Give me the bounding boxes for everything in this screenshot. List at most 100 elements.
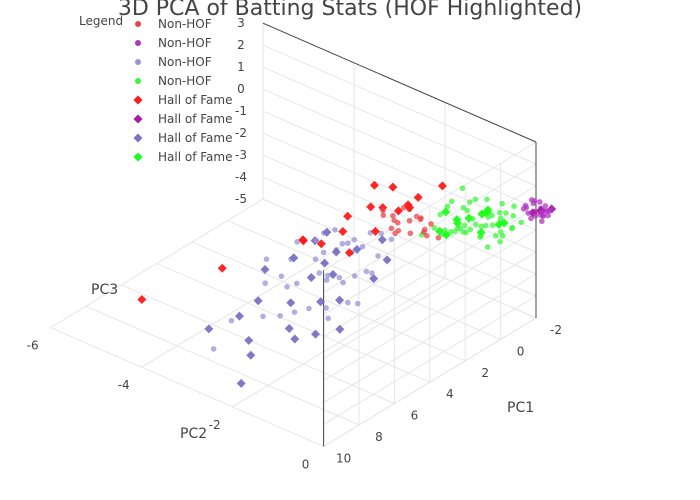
grid-line bbox=[192, 241, 466, 362]
non-hof-point-series-3 bbox=[472, 196, 479, 203]
non-hof-point-series-2 bbox=[312, 256, 319, 263]
hof-point-series-6 bbox=[382, 255, 392, 265]
non-hof-point-series-2 bbox=[323, 277, 330, 284]
non-hof-point-series-3 bbox=[518, 219, 525, 226]
legend-title: Legend bbox=[79, 14, 123, 28]
hof-point-series-6 bbox=[289, 253, 299, 263]
legend-item[interactable]: Non-HOF bbox=[135, 36, 212, 50]
grid-line bbox=[323, 185, 537, 315]
hof-point-series-4 bbox=[344, 248, 354, 258]
x-tick-label: 4 bbox=[446, 387, 454, 401]
non-hof-point-series-2 bbox=[262, 280, 269, 287]
non-hof-point-series-3 bbox=[484, 244, 491, 250]
non-hof-point-series-0 bbox=[380, 212, 387, 219]
hof-point-series-7 bbox=[441, 207, 451, 217]
data-points bbox=[137, 180, 557, 388]
hof-point-series-4 bbox=[343, 211, 353, 221]
hof-point-series-7 bbox=[494, 219, 504, 229]
grid-line bbox=[323, 295, 537, 425]
non-hof-point-series-2 bbox=[345, 299, 351, 306]
legend-item[interactable]: Non-HOF bbox=[135, 74, 212, 88]
grid-line bbox=[227, 220, 501, 340]
hof-point-series-7 bbox=[452, 215, 462, 225]
legend-diamond-icon bbox=[133, 152, 143, 162]
non-hof-point-series-1 bbox=[525, 210, 531, 216]
non-hof-point-series-2 bbox=[294, 280, 300, 287]
grid-line bbox=[323, 229, 537, 359]
hof-point-series-4 bbox=[369, 180, 379, 190]
hof-point-series-7 bbox=[483, 205, 493, 215]
non-hof-point-series-3 bbox=[484, 196, 490, 203]
z-axis-title: PC3 bbox=[91, 282, 118, 298]
non-hof-point-series-2 bbox=[210, 346, 217, 352]
legend-item[interactable]: Hall of Fame bbox=[133, 93, 233, 107]
hof-point-series-4 bbox=[217, 263, 227, 273]
non-hof-point-series-2 bbox=[363, 268, 370, 275]
non-hof-point-series-3 bbox=[510, 213, 517, 219]
hof-point-series-6 bbox=[306, 273, 316, 283]
y-axis-title: PC2 bbox=[180, 426, 207, 442]
hof-point-series-6 bbox=[234, 311, 244, 321]
legend-item[interactable]: Non-HOF bbox=[135, 17, 212, 31]
z-tick-label: 1 bbox=[237, 60, 245, 74]
grid-line bbox=[262, 66, 537, 187]
non-hof-point-series-1 bbox=[532, 213, 539, 219]
non-hof-point-series-3 bbox=[503, 210, 509, 216]
z-tick-label: -2 bbox=[235, 126, 247, 140]
hof-point-series-6 bbox=[244, 335, 254, 345]
legend-label: Non-HOF bbox=[158, 36, 212, 50]
grid-line bbox=[50, 327, 324, 447]
legend-item[interactable]: Hall of Fame bbox=[133, 131, 233, 145]
grid-line bbox=[262, 198, 537, 319]
non-hof-point-series-0 bbox=[423, 232, 430, 239]
non-hof-point-series-3 bbox=[455, 225, 461, 231]
legend-item[interactable]: Hall of Fame bbox=[133, 112, 233, 126]
non-hof-point-series-2 bbox=[291, 309, 298, 315]
hof-point-series-4 bbox=[403, 200, 413, 210]
hof-point-series-6 bbox=[352, 244, 362, 254]
non-hof-point-series-2 bbox=[351, 236, 358, 243]
legend-label: Hall of Fame bbox=[158, 131, 232, 145]
non-hof-point-series-2 bbox=[351, 273, 358, 279]
grid-line bbox=[262, 154, 537, 275]
non-hof-point-series-2 bbox=[369, 270, 375, 276]
grid-line bbox=[50, 198, 264, 329]
non-hof-point-series-0 bbox=[380, 207, 386, 214]
hof-point-series-6 bbox=[253, 296, 263, 306]
legend-label: Non-HOF bbox=[158, 74, 212, 88]
legend-diamond-icon bbox=[133, 95, 143, 105]
legend-label: Hall of Fame bbox=[158, 112, 232, 126]
legend-circle-icon bbox=[135, 21, 141, 27]
hof-point-series-6 bbox=[246, 350, 256, 360]
non-hof-point-series-2 bbox=[278, 273, 285, 280]
hof-point-series-6 bbox=[311, 329, 321, 339]
non-hof-point-series-1 bbox=[523, 204, 530, 211]
hof-point-series-6 bbox=[316, 297, 326, 307]
non-hof-point-series-3 bbox=[478, 223, 485, 230]
grid-line bbox=[121, 284, 395, 405]
non-hof-point-series-2 bbox=[336, 274, 343, 281]
grid-line bbox=[323, 273, 537, 403]
non-hof-point-series-3 bbox=[437, 211, 443, 218]
hof-point-series-6 bbox=[260, 265, 270, 275]
non-hof-point-series-2 bbox=[388, 236, 395, 243]
non-hof-point-series-3 bbox=[489, 222, 496, 228]
non-hof-point-series-1 bbox=[545, 208, 551, 214]
legend-item[interactable]: Non-HOF bbox=[135, 55, 212, 69]
y-tick-label: 0 bbox=[302, 457, 310, 471]
non-hof-point-series-3 bbox=[499, 200, 505, 207]
non-hof-point-series-2 bbox=[359, 243, 366, 250]
x-tick-label: 2 bbox=[481, 366, 489, 380]
non-hof-point-series-3 bbox=[511, 203, 517, 210]
z-tick-label: 3 bbox=[237, 16, 245, 30]
hof-point-series-6 bbox=[204, 324, 214, 334]
non-hof-point-series-2 bbox=[378, 230, 385, 237]
non-hof-point-series-3 bbox=[466, 199, 473, 205]
legend-item[interactable]: Hall of Fame bbox=[133, 150, 233, 164]
hof-point-series-4 bbox=[366, 202, 376, 212]
non-hof-point-series-3 bbox=[500, 233, 506, 239]
non-hof-point-series-2 bbox=[313, 237, 319, 244]
hof-point-series-6 bbox=[320, 258, 330, 268]
non-hof-point-series-3 bbox=[464, 207, 471, 214]
